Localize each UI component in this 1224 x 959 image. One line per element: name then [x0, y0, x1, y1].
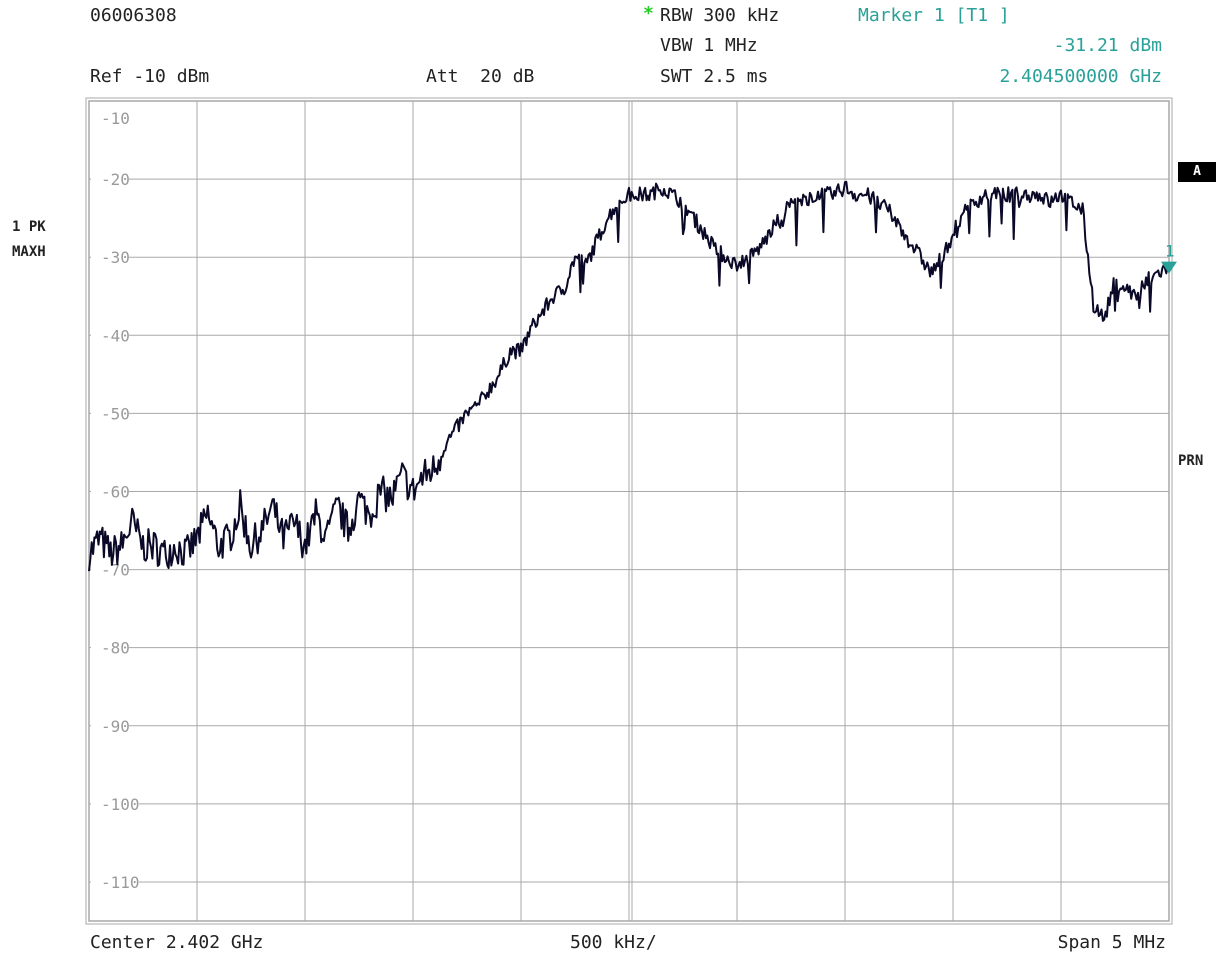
instrument-id: 06006308: [90, 5, 177, 26]
y-tick-label-bg: [91, 248, 129, 267]
y-tick-label-bg: [91, 482, 129, 501]
plot-grid: [89, 101, 1169, 921]
attenuation: Att 20 dB: [426, 66, 535, 87]
y-tick-label: -20: [101, 170, 130, 189]
trace-a-badge: A: [1178, 162, 1216, 182]
spectrum-trace: [88, 180, 1170, 572]
sweep-time: SWT 2.5 ms: [660, 66, 769, 87]
y-tick-label-bg: [91, 170, 129, 189]
trace-layer: [88, 180, 1170, 572]
frequency-per-division: 500 kHz/: [570, 932, 657, 953]
y-tick-labels: -10 -20 -30 -40 -50 -60 -70 -80 -90 -100 -110: [91, 109, 140, 892]
y-tick-label-bg: [91, 326, 129, 345]
y-tick-label-bg: [91, 872, 139, 891]
y-tick-label: -100: [101, 795, 140, 814]
y-tick-label-bg: [91, 560, 129, 579]
rbw-modified-icon: *: [643, 3, 654, 24]
reference-level: Ref -10 dBm: [90, 66, 210, 87]
marker-title: Marker 1 [T1 ]: [858, 5, 1010, 26]
y-tick-label: -60: [101, 482, 130, 501]
y-tick-label: -70: [101, 561, 130, 580]
y-tick-label: -90: [101, 717, 130, 736]
y-tick-label-bg: [91, 716, 129, 735]
y-tick-label: -30: [101, 248, 130, 267]
y-tick-label-bg: [91, 794, 139, 813]
y-tick-label: -10: [101, 109, 130, 128]
frequency-span: Span 5 MHz: [1057, 932, 1166, 953]
rbw-setting: RBW 300 kHz: [660, 5, 780, 26]
plot-frame-outer: [85, 97, 1173, 925]
center-frequency: Center 2.402 GHz: [90, 932, 264, 953]
y-tick-label: -50: [101, 404, 130, 423]
y-tick-label: -40: [101, 326, 130, 345]
vbw-setting: VBW 1 MHz: [660, 35, 758, 56]
y-tick-label: -110: [101, 873, 140, 892]
marker-1-label: 1: [1165, 242, 1175, 261]
marker-1-triangle: [1161, 261, 1177, 274]
marker-layer: 1: [1161, 242, 1177, 274]
trace-mode-detector: 1 PK: [12, 219, 46, 235]
y-tick-label-bg: [91, 404, 129, 423]
y-tick-label-bg: [91, 638, 129, 657]
marker-frequency: 2.404500000 GHz: [999, 66, 1162, 87]
marker-level: -31.21 dBm: [1053, 35, 1162, 56]
trace-mode-maxhold: MAXH: [12, 244, 46, 260]
prn-indicator: PRN: [1178, 453, 1204, 469]
y-tick-label: -80: [101, 639, 130, 658]
